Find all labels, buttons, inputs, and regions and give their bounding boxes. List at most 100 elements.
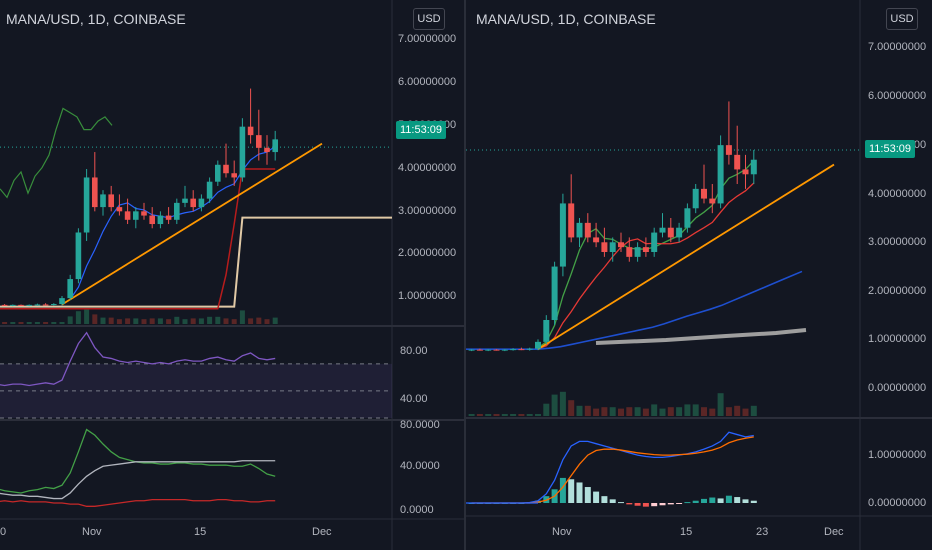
volume-bar	[526, 414, 533, 416]
time-tick: 0	[0, 526, 7, 538]
volume-bar	[468, 414, 475, 416]
volume-bar	[476, 414, 483, 416]
volume-bar	[551, 394, 558, 416]
volume-bar	[239, 310, 245, 324]
ma-white-line	[595, 328, 807, 345]
volume-bar	[485, 414, 492, 416]
macd-tick: 1.00000000	[868, 449, 927, 461]
rsi-line	[0, 331, 276, 387]
macd-histogram-bar	[709, 497, 716, 503]
macd-histogram-bar	[601, 496, 608, 503]
candle-body	[593, 237, 600, 243]
volume-bar	[559, 391, 566, 416]
volume-bar	[272, 317, 278, 324]
volume-bar	[264, 319, 270, 324]
ma-tan-line	[0, 216, 392, 308]
right-chart-title: MANA/USD, 1D, COINBASE	[476, 11, 656, 27]
volume-bar	[256, 317, 262, 324]
candle-body	[493, 349, 500, 351]
candle-body	[75, 232, 82, 280]
candle-body	[124, 211, 131, 220]
volume-bar	[149, 318, 155, 324]
price-tick: 3.00000000	[398, 205, 457, 217]
macd-histogram-bar	[593, 491, 600, 503]
volume-bar	[501, 414, 508, 416]
candle-body	[651, 232, 658, 252]
candle-body	[559, 203, 566, 267]
volume-bar	[717, 393, 724, 416]
candle-body	[108, 194, 114, 208]
price-tick: 1.00000000	[398, 290, 457, 302]
candle-body	[67, 279, 73, 299]
volume-bar	[75, 311, 81, 324]
volume-bar	[92, 314, 98, 324]
time-tick: Nov	[552, 526, 572, 538]
adx-tick: 0.0000	[400, 504, 434, 516]
candle-body	[51, 304, 57, 306]
candle-body	[133, 211, 139, 220]
candle-body	[165, 215, 172, 220]
macd-histogram-bar	[559, 477, 566, 503]
volume-bar	[676, 407, 683, 416]
macd-histogram-bar	[618, 502, 624, 504]
rsi-tick: 80.00	[400, 345, 428, 357]
candle-body	[1, 304, 8, 306]
candle-body	[692, 188, 699, 209]
candle-body	[568, 203, 575, 238]
volume-bar	[609, 407, 616, 416]
macd-histogram-bar	[725, 495, 732, 503]
price-tick: 2.00000000	[398, 247, 457, 259]
right-chart-panel[interactable]: MANA/USD, 1D, COINBASE USD 7.00000000 6.0…	[466, 0, 932, 550]
left-price-countdown: 11:53:09	[396, 121, 447, 139]
macd-histogram-bar	[734, 497, 741, 503]
candle-body	[501, 349, 508, 351]
volume-bar	[709, 408, 716, 416]
ma-green-line	[0, 107, 113, 199]
volume-bar	[67, 316, 73, 324]
volume-bar	[651, 404, 658, 416]
candle-body	[149, 215, 155, 225]
candle-body	[543, 320, 550, 342]
candle-body	[576, 222, 583, 238]
adx-tick: 40.0000	[400, 460, 440, 472]
candle-body	[141, 211, 147, 216]
right-currency-button[interactable]: USD	[886, 8, 918, 30]
candle-body	[59, 298, 65, 305]
volume-bar	[166, 319, 172, 324]
macd-line	[471, 431, 754, 504]
candle-body	[551, 266, 558, 320]
candle-body	[584, 222, 591, 238]
candle-body	[223, 164, 229, 174]
candle-body	[725, 145, 732, 155]
left-currency-button[interactable]: USD	[413, 8, 445, 30]
volume-bar	[667, 407, 674, 416]
candle-body	[626, 247, 633, 257]
candle-body	[247, 126, 254, 136]
volume-bar	[510, 414, 517, 416]
volume-bar	[576, 405, 583, 416]
macd-histogram-bar	[626, 503, 633, 505]
macd-histogram-bar	[609, 499, 616, 503]
left-chart-svg[interactable]	[0, 0, 464, 550]
macd-histogram-bar	[676, 503, 683, 504]
right-chart-svg[interactable]	[466, 0, 932, 550]
volume-bar	[223, 318, 229, 324]
ma-red-line	[0, 168, 276, 310]
volume-bar	[692, 404, 699, 416]
volume-bar	[18, 322, 24, 324]
volume-bar	[642, 408, 649, 416]
volume-bar	[59, 322, 65, 324]
left-chart-panel[interactable]: MANA/USD, 1D, COINBASE USD 7.00000000 6.0…	[0, 0, 464, 550]
macd-histogram-bar	[701, 498, 707, 503]
volume-bar	[198, 318, 204, 324]
macd-histogram-bar	[576, 482, 583, 503]
volume-bar	[207, 316, 213, 324]
volume-bar	[182, 319, 188, 324]
volume-bar	[535, 414, 541, 416]
volume-bar	[2, 322, 8, 324]
volume-bar	[26, 322, 32, 324]
volume-bar	[518, 414, 525, 416]
panel-divider[interactable]	[464, 0, 466, 550]
volume-bar	[141, 319, 147, 324]
macd-histogram-bar	[742, 499, 749, 503]
